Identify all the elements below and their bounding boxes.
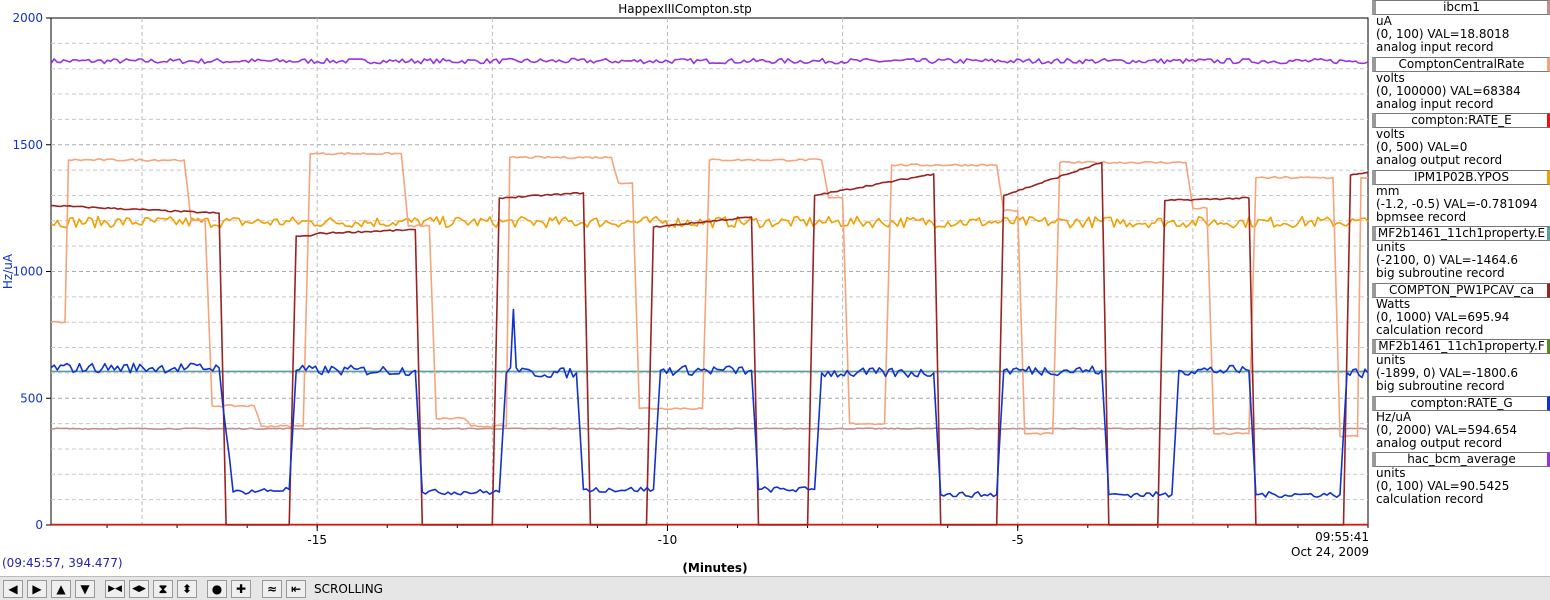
legend-units: Hz/uA bbox=[1376, 409, 1412, 424]
x-tick-label: -5 bbox=[1012, 533, 1024, 547]
pan-up-button[interactable]: ▲ bbox=[51, 580, 71, 598]
chart-title: HappexIIICompton.stp bbox=[618, 2, 752, 16]
legend-units: mm bbox=[1376, 183, 1400, 198]
series-line bbox=[50, 151, 1369, 438]
pan-up-icon: ▲ bbox=[56, 582, 66, 596]
y-tick-label: 0 bbox=[35, 518, 43, 532]
legend-record-type: analog input record bbox=[1376, 96, 1494, 111]
series-line bbox=[50, 215, 1369, 229]
pan-right-icon: ▶ bbox=[32, 582, 42, 596]
auto-scale-button[interactable]: ● bbox=[207, 580, 227, 598]
legend-series-name[interactable]: compton:RATE_G bbox=[1372, 395, 1550, 411]
toolbar: SCROLLING ◀ ▶ ▲ ▼ ▶◀ ◀▶ ⧗ ⬍ ● ✚ ≈ ⇤ bbox=[0, 576, 1550, 600]
zoom-in-y-button[interactable]: ⧗ bbox=[153, 580, 173, 598]
strip-chart[interactable]: 0 500 1000 1500 2000 -15 -10 -5 Hz/uA bbox=[0, 0, 1370, 576]
pan-down-icon: ▼ bbox=[80, 582, 90, 596]
plot-area[interactable]: 0 500 1000 1500 2000 -15 -10 -5 Hz/uA bbox=[0, 0, 1370, 576]
zoom-in-y-icon: ⧗ bbox=[158, 582, 168, 596]
zoom-in-x-icon: ▶◀ bbox=[108, 583, 122, 594]
add-button[interactable]: ✚ bbox=[231, 580, 251, 598]
legend-entry[interactable]: ibcm1 uA (0, 100) VAL=18.8018 analog input … bbox=[1372, 0, 1550, 57]
series-line bbox=[50, 308, 1369, 499]
add-icon: ✚ bbox=[235, 582, 247, 596]
legend-series-name[interactable]: IPM1P02B.YPOS bbox=[1372, 169, 1550, 185]
legend-record-type: bpmsee record bbox=[1376, 209, 1467, 224]
zoom-out-y-icon: ⬍ bbox=[181, 582, 193, 596]
legend-record-type: big subroutine record bbox=[1376, 379, 1505, 393]
legend-entry[interactable]: IPM1P02B.YPOS mm (-1.2, -0.5) VAL=-0.78109… bbox=[1372, 169, 1550, 227]
pan-down-button[interactable]: ▼ bbox=[75, 580, 95, 598]
series-line bbox=[50, 57, 1369, 65]
pan-left-icon: ◀ bbox=[8, 582, 18, 596]
y-tick-label: 500 bbox=[20, 391, 43, 405]
scroll-mode-label: SCROLLING bbox=[314, 582, 383, 596]
x-tick-label: -10 bbox=[658, 533, 678, 547]
legend-units: Watts bbox=[1376, 296, 1411, 311]
legend-panel: ibcm1 uA (0, 100) VAL=18.8018 analog input … bbox=[1372, 0, 1550, 510]
legend-range-value: (0, 100) VAL=90.5425 bbox=[1376, 479, 1510, 493]
y-tick-label: 1000 bbox=[12, 265, 43, 279]
zoom-out-y-button[interactable]: ⬍ bbox=[177, 580, 197, 598]
legend-range-value: (0, 2000) VAL=594.654 bbox=[1376, 422, 1517, 437]
legend-series-name[interactable]: compton:RATE_E bbox=[1372, 113, 1550, 128]
legend-entry[interactable]: COMPTON_PW1PCAV_ca Watts (0, 1000) VAL=695… bbox=[1372, 282, 1550, 340]
legend-record-type: analog output record bbox=[1376, 435, 1503, 450]
legend-series-name[interactable]: ibcm1 bbox=[1372, 0, 1550, 15]
legend-series-name[interactable]: COMPTON_PW1PCAV_ca bbox=[1372, 282, 1550, 298]
legend-units: uA bbox=[1376, 14, 1392, 28]
legend-range-value: (0, 1000) VAL=695.94 bbox=[1376, 309, 1510, 324]
scroll-mode-button[interactable]: ⇤ bbox=[286, 580, 306, 598]
x-tick-label: -15 bbox=[307, 533, 327, 547]
auto-scale-icon: ● bbox=[211, 582, 223, 596]
legend-range-value: (-2100, 0) VAL=-1464.6 bbox=[1376, 253, 1519, 267]
legend-entry[interactable]: ComptonCentralRate volts (0, 100000) VAL=6… bbox=[1372, 56, 1550, 114]
legend-record-type: big subroutine record bbox=[1376, 266, 1505, 280]
y-tick-label: 1500 bbox=[12, 138, 43, 152]
zoom-in-x-button[interactable]: ▶◀ bbox=[105, 580, 125, 598]
legend-entry[interactable]: MF2b1461_11ch1property.F units (-1899, 0) … bbox=[1372, 339, 1550, 396]
x-axis-label: (Minutes) bbox=[682, 561, 748, 575]
legend-entry[interactable]: hac_bcm_average units (0, 100) VAL=90.5425… bbox=[1372, 452, 1550, 509]
legend-entry[interactable]: compton:RATE_E volts (0, 500) VAL=0 analog … bbox=[1372, 113, 1550, 170]
fit-icon: ≈ bbox=[266, 582, 278, 596]
zoom-out-x-button[interactable]: ◀▶ bbox=[129, 580, 149, 598]
legend-series-name[interactable]: MF2b1461_11ch1property.E bbox=[1372, 226, 1550, 241]
legend-units: units bbox=[1376, 240, 1406, 254]
zoom-out-x-icon: ◀▶ bbox=[132, 583, 146, 594]
legend-units: units bbox=[1376, 353, 1406, 367]
legend-series-name[interactable]: MF2b1461_11ch1property.F bbox=[1372, 339, 1550, 354]
pan-left-button[interactable]: ◀ bbox=[3, 580, 23, 598]
legend-units: volts bbox=[1376, 127, 1405, 141]
legend-record-type: analog input record bbox=[1376, 40, 1494, 54]
legend-series-name[interactable]: ComptonCentralRate bbox=[1372, 56, 1550, 72]
legend-entry[interactable]: MF2b1461_11ch1property.E units (-2100, 0) … bbox=[1372, 226, 1550, 283]
legend-record-type: calculation record bbox=[1376, 322, 1484, 337]
series-line bbox=[50, 161, 1369, 526]
legend-range-value: (0, 100) VAL=18.8018 bbox=[1376, 27, 1510, 41]
legend-series-name[interactable]: hac_bcm_average bbox=[1372, 452, 1550, 467]
pan-right-button[interactable]: ▶ bbox=[27, 580, 47, 598]
legend-record-type: analog output record bbox=[1376, 153, 1503, 167]
legend-units: units bbox=[1376, 466, 1406, 480]
timestamp-date: Oct 24, 2009 bbox=[1291, 545, 1369, 559]
legend-range-value: (-1.2, -0.5) VAL=-0.781094 bbox=[1376, 196, 1538, 211]
fit-button[interactable]: ≈ bbox=[262, 580, 282, 598]
legend-range-value: (0, 500) VAL=0 bbox=[1376, 140, 1468, 154]
cursor-readout: (09:45:57, 394.477) bbox=[2, 556, 123, 570]
scroll-mode-icon: ⇤ bbox=[290, 582, 302, 596]
legend-entry[interactable]: compton:RATE_G Hz/uA (0, 2000) VAL=594.654… bbox=[1372, 395, 1550, 453]
y-tick-label: 2000 bbox=[12, 11, 43, 25]
timestamp-time: 09:55:41 bbox=[1315, 530, 1369, 544]
y-axis-label: Hz/uA bbox=[1, 253, 15, 289]
legend-range-value: (-1899, 0) VAL=-1800.6 bbox=[1376, 366, 1519, 380]
legend-units: volts bbox=[1376, 70, 1405, 85]
legend-range-value: (0, 100000) VAL=68384 bbox=[1376, 83, 1521, 98]
legend-record-type: calculation record bbox=[1376, 492, 1484, 506]
series-line bbox=[50, 427, 1369, 430]
